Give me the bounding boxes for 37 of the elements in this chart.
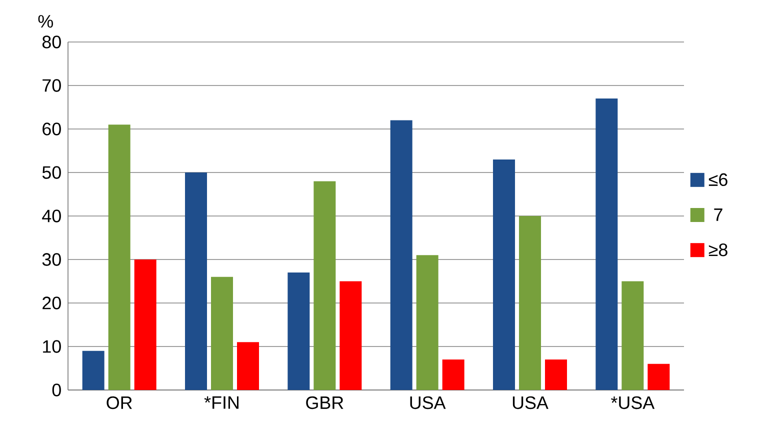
bar xyxy=(390,120,412,390)
bar xyxy=(340,281,362,390)
y-tick-label: 10 xyxy=(43,340,61,353)
y-tick-label: 80 xyxy=(42,36,61,48)
y-tick-label: 70 xyxy=(42,79,61,92)
y-tick-label: 60 xyxy=(42,122,61,136)
x-tick-label: GBR xyxy=(306,396,344,410)
bar xyxy=(288,272,310,390)
x-tick-label: *FIN xyxy=(204,396,238,409)
legend-label: 7 xyxy=(714,208,722,221)
y-tick-label: 30 xyxy=(42,253,61,266)
bar xyxy=(314,181,336,390)
bar xyxy=(134,260,156,390)
bar xyxy=(648,364,670,390)
x-tick-label: USA xyxy=(512,396,548,410)
x-tick-label: USA xyxy=(410,396,446,410)
y-tick-label: 50 xyxy=(42,166,61,179)
bar xyxy=(596,98,618,390)
bar xyxy=(82,350,104,390)
y-tick-label: 20 xyxy=(42,296,61,310)
bar xyxy=(622,281,644,390)
bar xyxy=(442,360,464,390)
y-tick-label: 40 xyxy=(42,210,61,222)
bar xyxy=(416,255,438,390)
bar xyxy=(492,159,515,390)
x-tick-label: OR xyxy=(106,396,132,410)
bar xyxy=(108,124,130,390)
bar xyxy=(237,342,259,390)
bar xyxy=(518,216,541,390)
y-axis-title: % xyxy=(38,15,53,28)
y-tick-label: 0 xyxy=(52,384,61,396)
legend-label: ≤6 xyxy=(708,173,728,186)
x-tick-label: *USA xyxy=(611,396,655,410)
bar xyxy=(185,172,207,390)
bar xyxy=(544,360,567,390)
bar xyxy=(211,276,233,390)
legend-label: ≥8 xyxy=(708,243,728,256)
